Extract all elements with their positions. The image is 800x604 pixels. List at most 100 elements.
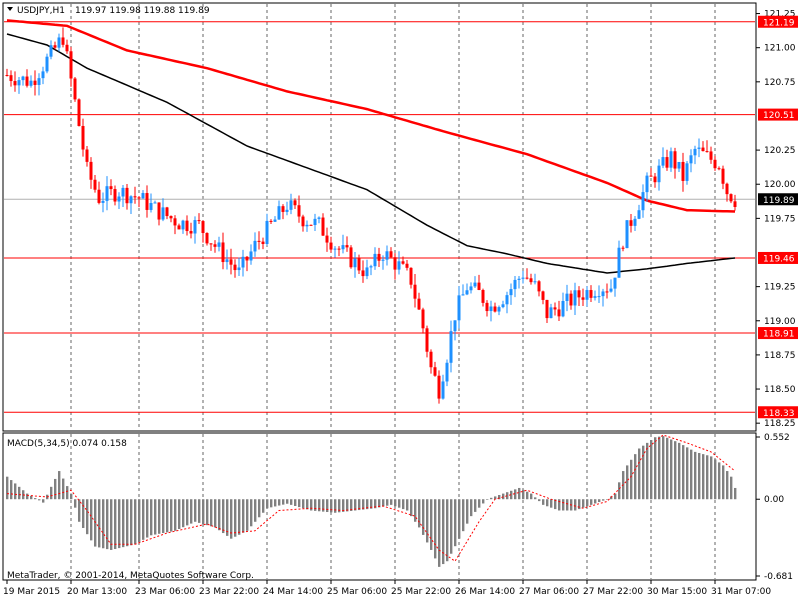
time-tick-label: 27 Mar 06:00 — [519, 587, 579, 597]
macd-histogram-bar — [554, 499, 557, 510]
candle-body — [681, 161, 685, 181]
macd-histogram-bar — [110, 499, 113, 550]
time-tick-label: 31 Mar 07:00 — [711, 587, 771, 597]
macd-histogram-bar — [174, 499, 177, 531]
macd-tick-label: 0.552 — [764, 433, 790, 443]
macd-histogram-bar — [582, 499, 585, 508]
candle-body — [333, 248, 337, 250]
candle-body — [125, 187, 129, 204]
time-tick-label: 30 Mar 15:00 — [647, 587, 707, 597]
macd-histogram-bar — [14, 483, 17, 500]
level-price-tag — [758, 15, 798, 28]
macd-histogram-bar — [254, 499, 257, 522]
candle-body — [633, 218, 637, 226]
candle-body — [717, 168, 721, 170]
macd-histogram-bar — [714, 459, 717, 500]
macd-histogram-bar — [262, 499, 265, 513]
candle-body — [117, 196, 121, 202]
candle-body — [541, 291, 545, 300]
macd-histogram-bar — [50, 486, 53, 500]
triangle-down-icon[interactable] — [7, 7, 13, 11]
candle-body — [689, 155, 693, 164]
candle-body — [593, 296, 597, 298]
candle-body — [621, 247, 625, 249]
macd-histogram-bar — [634, 454, 637, 500]
candle-body — [209, 243, 213, 245]
macd-histogram-bar — [482, 499, 485, 504]
macd-histogram-bar — [366, 499, 369, 510]
macd-pane — [6, 434, 737, 567]
candle-body — [141, 193, 145, 199]
candle-body — [97, 189, 101, 203]
macd-histogram-bar — [158, 499, 161, 534]
macd-histogram-bar — [678, 442, 681, 500]
candle-body — [493, 306, 497, 312]
macd-histogram-bar — [386, 499, 389, 506]
candle-body — [205, 232, 209, 244]
candle-body — [233, 264, 237, 271]
candle-body — [417, 298, 421, 310]
candle-body — [709, 151, 713, 160]
candle-body — [429, 351, 433, 368]
candle-body — [337, 248, 341, 250]
macd-histogram-bar — [518, 487, 521, 500]
candle-body — [277, 206, 281, 220]
macd-histogram-bar — [550, 499, 553, 508]
macd-histogram-bar — [566, 499, 569, 511]
macd-histogram-bar — [670, 439, 673, 500]
candle-body — [701, 147, 705, 152]
macd-histogram-bar — [358, 499, 361, 511]
macd-histogram-bar — [314, 499, 317, 511]
macd-histogram-bar — [118, 499, 121, 549]
candle-body — [53, 45, 57, 48]
candle-body — [645, 175, 649, 193]
candle-body — [545, 299, 549, 319]
candle-body — [341, 245, 345, 250]
candle-body — [365, 267, 369, 277]
time-tick-label: 24 Mar 14:00 — [263, 587, 323, 597]
candle-body — [445, 362, 449, 382]
candle-body — [9, 75, 13, 82]
price-tick-label: 118.25 — [764, 419, 796, 429]
macd-histogram-bar — [502, 493, 505, 500]
time-tick-label: 23 Mar 22:00 — [199, 587, 259, 597]
macd-histogram-bar — [106, 499, 109, 550]
macd-histogram-bar — [74, 499, 77, 508]
macd-histogram-bar — [718, 462, 721, 500]
candle-body — [405, 263, 409, 268]
candle-body — [401, 261, 405, 264]
macd-histogram-bar — [594, 499, 597, 504]
candle-body — [149, 203, 153, 210]
candle-body — [85, 149, 89, 162]
macd-histogram-bar — [726, 471, 729, 500]
candle-body — [537, 281, 541, 292]
candle-body — [201, 221, 205, 233]
candle-body — [157, 202, 161, 220]
macd-histogram-bar — [326, 499, 329, 513]
candle-body — [697, 147, 701, 149]
candle-body — [5, 75, 9, 76]
candle-body — [345, 245, 349, 248]
candle-body — [613, 277, 617, 289]
candle-body — [661, 157, 665, 166]
candle-body — [325, 235, 329, 243]
candle-body — [361, 270, 365, 277]
candle-body — [605, 291, 609, 293]
macd-histogram-bar — [654, 437, 657, 500]
macd-histogram-bar — [302, 499, 305, 509]
candle-body — [713, 159, 717, 169]
copyright-text: MetaTrader, © 2001-2014, MetaQuotes Soft… — [7, 571, 254, 581]
macd-histogram-bar — [590, 499, 593, 505]
time-tick-label: 25 Mar 22:00 — [391, 587, 451, 597]
macd-histogram-bar — [586, 499, 589, 507]
price-tick-label: 121.25 — [764, 10, 796, 20]
macd-histogram-bar — [342, 499, 345, 512]
macd-histogram-bar — [210, 499, 213, 527]
time-tick-label: 20 Mar 13:00 — [67, 587, 127, 597]
macd-histogram-bar — [102, 499, 105, 549]
candle-body — [733, 201, 737, 207]
macd-histogram-bar — [702, 454, 705, 500]
candle-body — [393, 257, 397, 270]
